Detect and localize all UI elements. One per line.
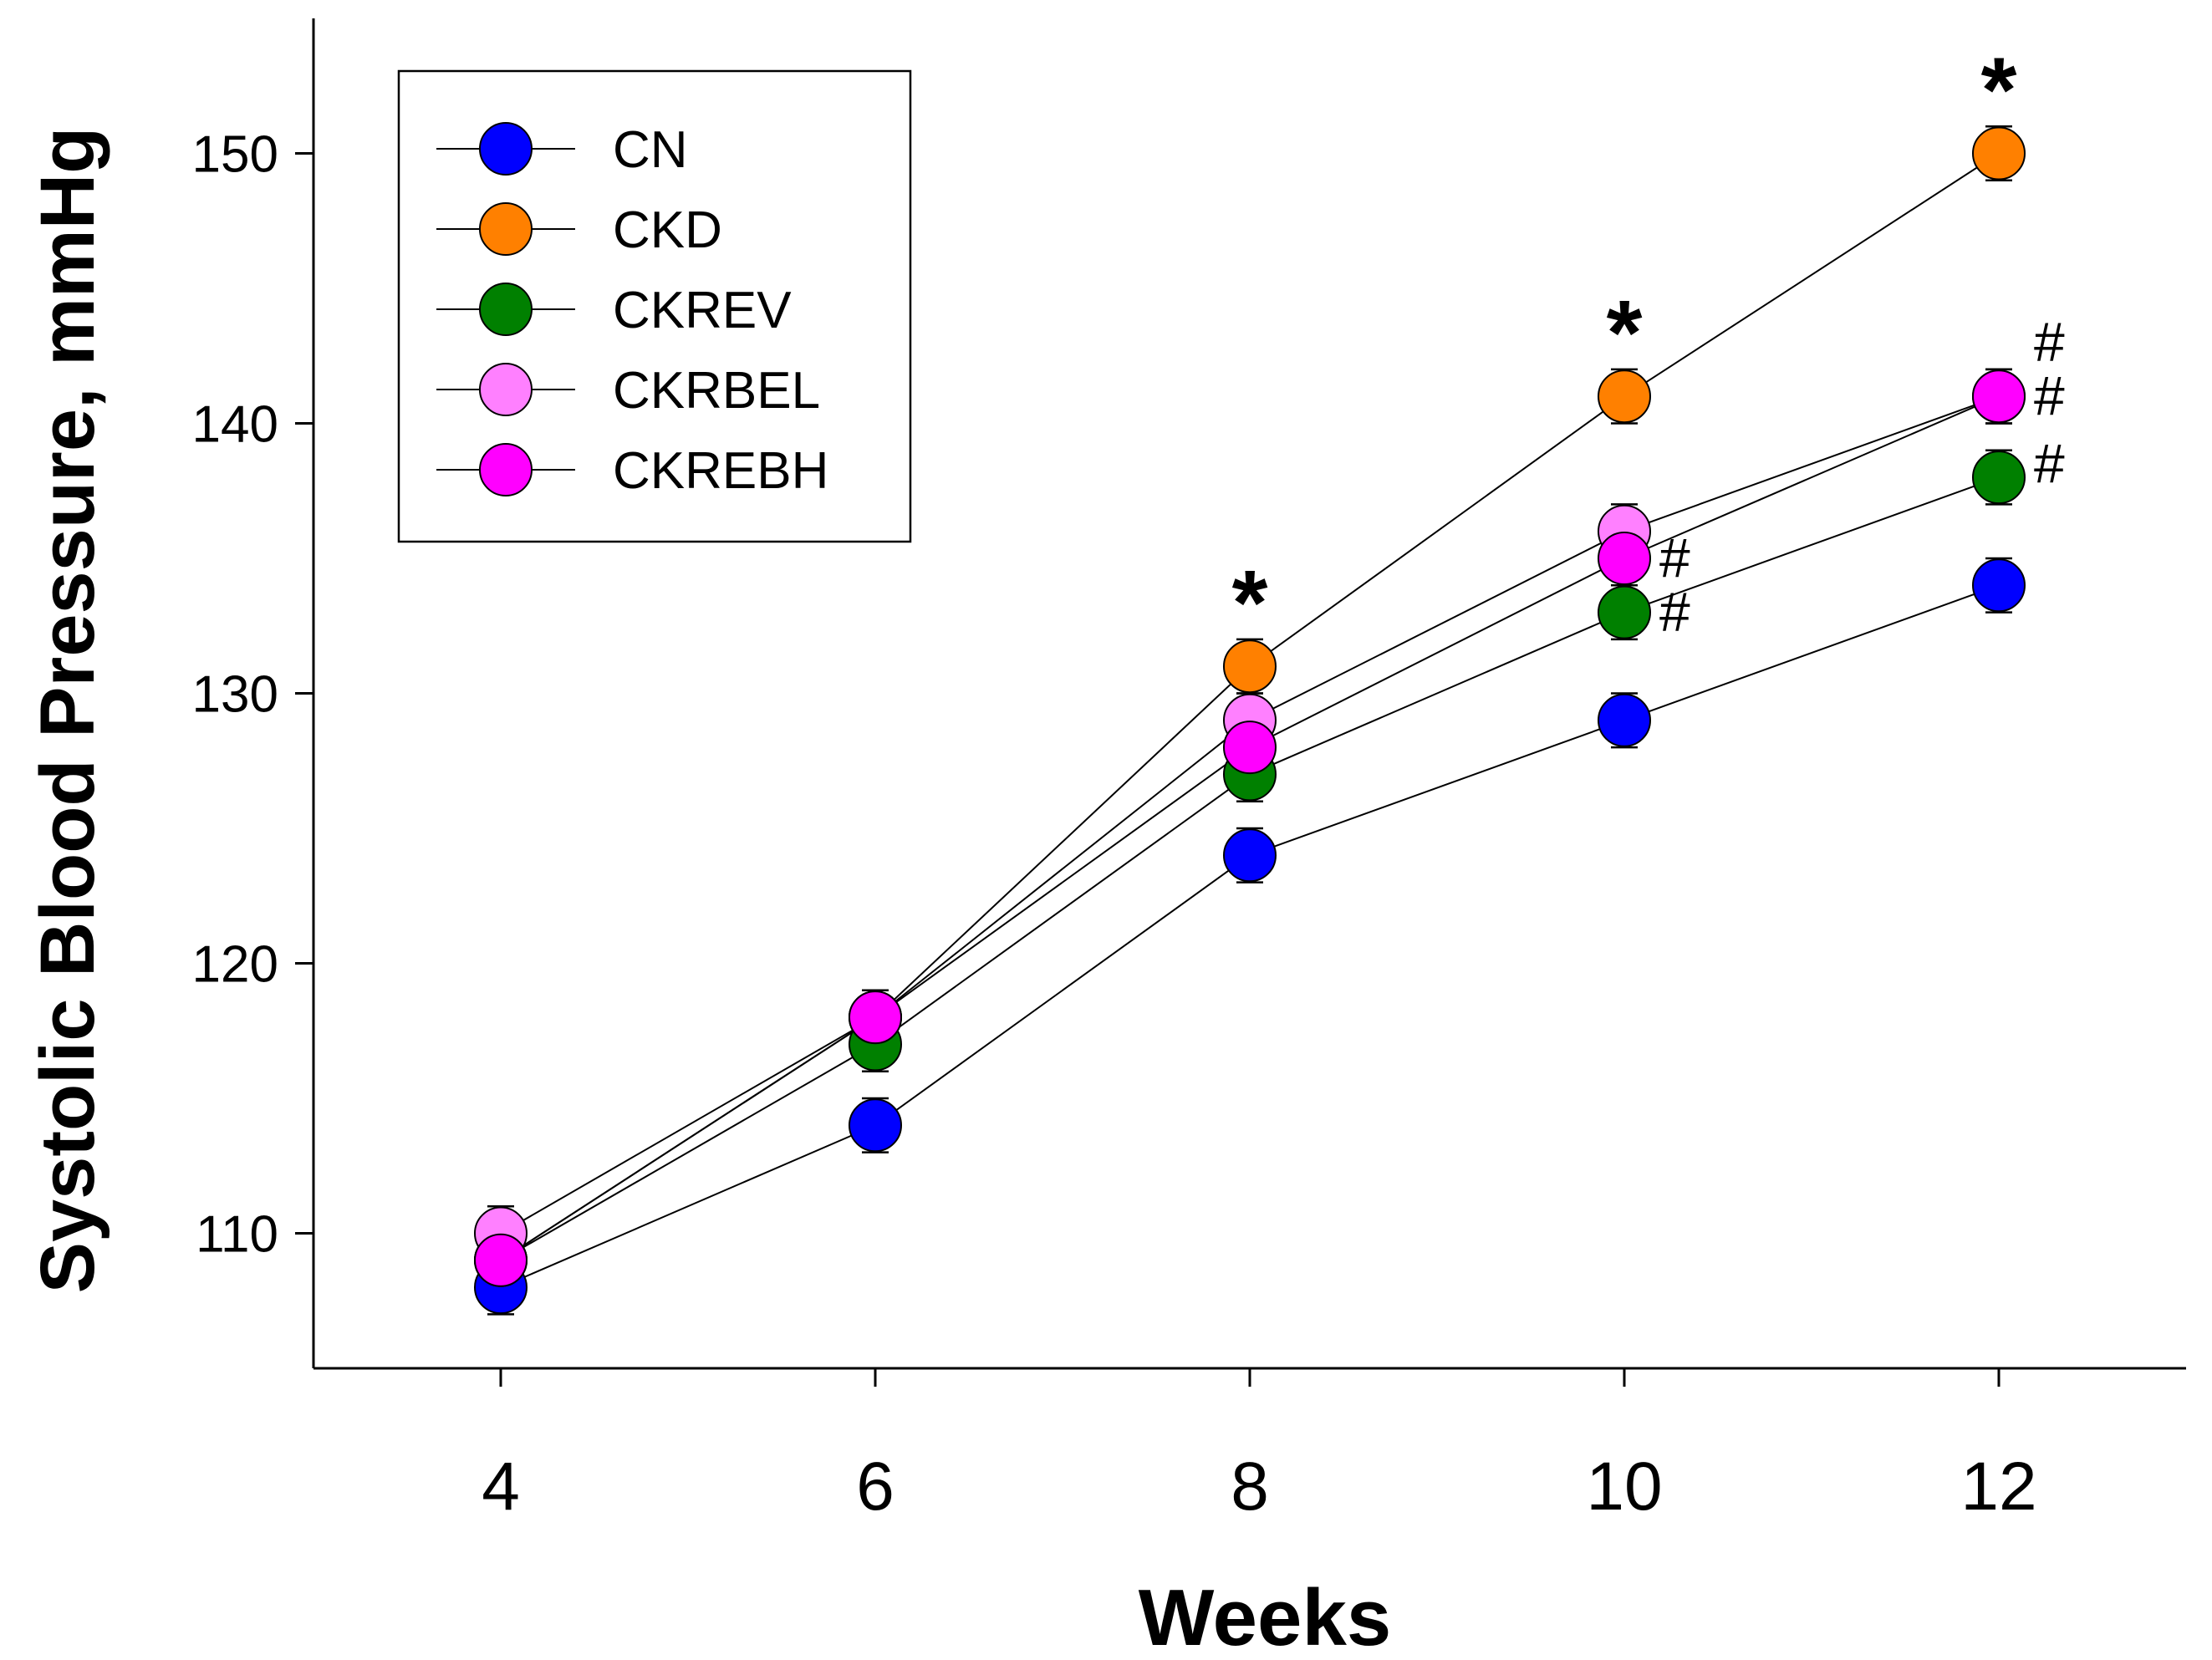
point-ckrebh-week-8 [1223,721,1277,775]
significance-hash: # [2034,364,2065,426]
legend-marker [479,283,533,336]
legend-entry-ckd: CKD [436,201,722,259]
legend-label: CKD [613,201,722,259]
point-ckrev-week-12 [1972,451,2026,505]
x-tick-label: 6 [856,1449,894,1525]
x-tick-label: 8 [1231,1449,1269,1525]
legend-label: CKREV [613,282,792,339]
axes: 110 120 130 140 150 4 6 8 10 12 [192,18,2186,1525]
legend-marker [479,363,533,416]
x-tick-label: 12 [1960,1449,2036,1525]
point-ckd-week-12 [1972,126,2026,181]
legend-marker [479,122,533,176]
y-axis-title: Systolic Blood Pressure, mmHg [25,127,110,1294]
legend-label: CKRBEL [613,362,820,420]
point-ckrebh-week-12 [1972,369,2026,424]
significance-hash: # [2034,311,2065,373]
data-points [474,126,2026,1315]
legend-marker [479,202,533,256]
x-tick-label: 10 [1586,1449,1662,1525]
legend-label: CN [613,121,688,179]
y-tick-label: 130 [192,666,278,724]
significance-hash: # [1659,581,1690,643]
y-tick-label: 120 [192,936,278,994]
legend: CN CKD CKREV CKRBEL CKREBH [397,69,912,543]
legend-label: CKREBH [613,442,828,500]
legend-marker [479,443,533,496]
significance-star: * [1232,552,1268,654]
significance-hash: # [1659,527,1690,588]
point-ckrev-week-10 [1598,585,1651,639]
point-ckd-week-10 [1598,369,1651,424]
y-tick-label: 150 [192,126,278,184]
y-tick-label: 110 [196,1206,278,1264]
significance-star: * [1607,282,1643,384]
y-tick-label: 140 [192,396,278,454]
point-ckrebh-week-6 [849,990,902,1045]
significance-hash: # [2034,432,2065,494]
legend-entry-ckrbel: CKRBEL [436,362,820,420]
significance-star: * [1981,39,2017,142]
x-axis-title: Weeks [1139,1573,1391,1660]
legend-entry-cn: CN [436,121,688,179]
significance-annotations: ***##### [1232,39,2065,655]
x-tick-label: 4 [482,1449,520,1525]
point-cn-week-6 [849,1098,902,1153]
point-cn-week-12 [1972,558,2026,613]
point-cn-week-8 [1223,828,1277,883]
legend-entry-ckrebh: CKREBH [436,442,828,500]
point-cn-week-10 [1598,693,1651,747]
legend-entry-ckrev: CKREV [436,282,792,339]
point-ckd-week-8 [1223,639,1277,694]
point-ckrebh-week-10 [1598,532,1651,585]
point-ckrebh-week-4 [474,1233,528,1287]
